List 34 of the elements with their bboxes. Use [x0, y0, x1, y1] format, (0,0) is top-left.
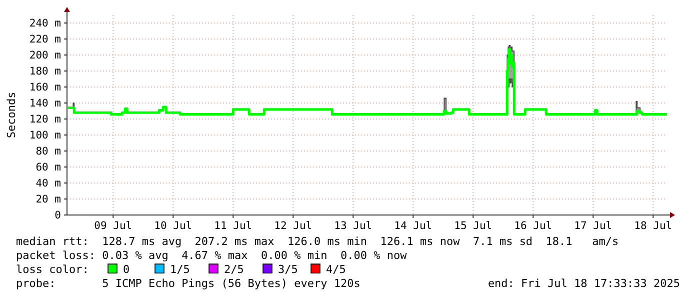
- y-tick-label: 140 m: [29, 98, 61, 110]
- y-tick-label: 120 m: [29, 114, 61, 126]
- x-tick-label: 12 Jul: [274, 220, 312, 232]
- y-tick-label: 200 m: [29, 50, 61, 62]
- x-tick-label: 18 Jul: [634, 220, 672, 232]
- text: packet loss: 0.03 % avg 4.67 % max 0.00 % min 0.00 % now: [16, 249, 408, 262]
- text: median rtt: 128.7 ms avg 207.2 ms max 126.0 ms min 126.1 ms now 7.1 ms sd 18.1 am/s: [16, 235, 619, 248]
- y-tick-label: 40 m: [36, 178, 61, 190]
- x-tick-label: 11 Jul: [214, 220, 252, 232]
- x-tick-label: 09 Jul: [94, 220, 132, 232]
- x-tick-label: 13 Jul: [334, 220, 372, 232]
- x-tick-label: 14 Jul: [394, 220, 432, 232]
- y-tick-label: 20 m: [36, 194, 61, 206]
- text: probe: 5 ICMP Echo Pings (56 Bytes) every 120s: [16, 277, 360, 290]
- y-axis-title: Seconds: [5, 92, 18, 138]
- y-tick-label: 80 m: [36, 146, 61, 158]
- legend-label: 4/5: [326, 263, 346, 276]
- y-tick-label: 60 m: [36, 162, 61, 174]
- y-tick-label: 160 m: [29, 82, 61, 94]
- x-tick-label: 17 Jul: [574, 220, 612, 232]
- y-tick-label: 220 m: [29, 34, 61, 46]
- legend-label: 0: [123, 263, 130, 276]
- legend-label: 2/5: [224, 263, 244, 276]
- x-tick-label: 15 Jul: [454, 220, 492, 232]
- x-tick-label: 16 Jul: [514, 220, 552, 232]
- y-tick-label: 240 m: [29, 18, 61, 30]
- y-tick-label: 100 m: [29, 130, 61, 142]
- x-tick-label: 10 Jul: [154, 220, 192, 232]
- legend-label: 3/5: [278, 263, 298, 276]
- y-tick-label: 0: [54, 210, 61, 222]
- y-tick-label: 180 m: [29, 66, 61, 78]
- legend-label: 1/5: [170, 263, 190, 276]
- legend-title: loss color:: [16, 263, 89, 276]
- text: end: Fri Jul 18 17:33:33 2025: [488, 277, 680, 290]
